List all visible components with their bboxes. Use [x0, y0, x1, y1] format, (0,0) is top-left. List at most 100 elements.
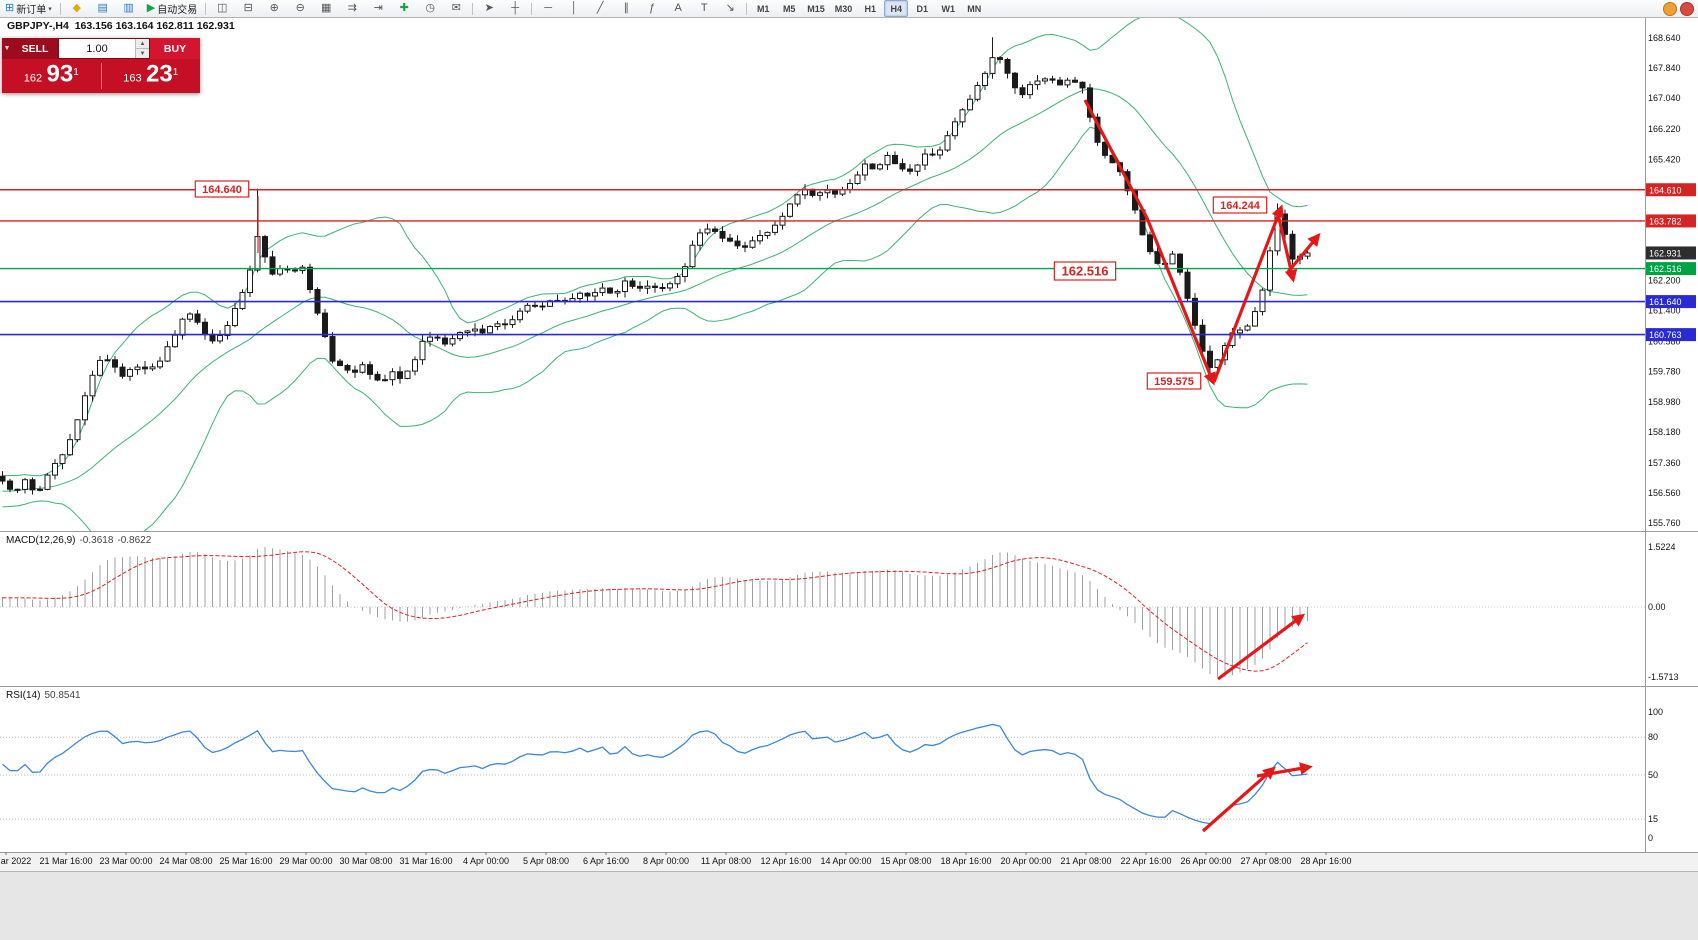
price-annotation-label: 159.575	[1154, 376, 1194, 388]
price-axis-badge	[1646, 214, 1696, 228]
add-indicator-icon-glyph: ✚	[399, 2, 409, 14]
crosshair-icon[interactable]: ┼	[503, 0, 527, 17]
grid-icon[interactable]: ▦	[314, 0, 338, 17]
price-axis-badge-label: 162.931	[1649, 248, 1682, 258]
horizontal-line-icon[interactable]: ─	[536, 0, 560, 17]
news-icon[interactable]	[1663, 2, 1677, 16]
timeframe-d1-button-label: D1	[916, 3, 928, 14]
timeframe-w1-button[interactable]: W1	[936, 0, 960, 17]
macd-trend-arrow[interactable]	[1217, 613, 1306, 681]
trend-arrow[interactable]	[1286, 233, 1321, 274]
new-order-button[interactable]: ⊞ 新订单 ▾	[1, 0, 56, 17]
trendline-icon[interactable]: ╱	[588, 0, 612, 17]
text-icon[interactable]: A	[666, 0, 690, 17]
macd-indicator-title: MACD(12,26,9) -0.3618 -0.8622	[6, 535, 151, 546]
market-watch-icon-glyph: ▤	[97, 2, 108, 14]
vertical-line-icon[interactable]: │	[562, 0, 586, 17]
one-click-collapse-icon[interactable]: ▼	[2, 38, 12, 59]
price-axis-badge	[1646, 328, 1696, 342]
channel-icon[interactable]: ∥	[614, 0, 638, 17]
timeframe-mn-button-label: MN	[967, 3, 982, 14]
price-annotation-box[interactable]	[1212, 196, 1268, 214]
arrow-object-icon-glyph: ↘	[725, 2, 735, 14]
chart-canvas: 168.640 167.840 167.040 166.220 165.420 162.2…	[0, 17, 1698, 872]
cursor-icon[interactable]: ➤	[477, 0, 501, 17]
add-indicator-icon[interactable]: ✚	[392, 0, 416, 17]
timeframe-m15-button[interactable]: M15	[803, 0, 829, 17]
tile-windows-icon[interactable]: ◫	[210, 0, 234, 17]
price-annotation-box[interactable]	[1053, 261, 1117, 281]
macd-pane[interactable]	[0, 531, 1645, 686]
timeframe-h1-button[interactable]: H1	[858, 0, 882, 17]
price-annotation-label: 164.244	[1220, 200, 1261, 212]
rsi-trend-arrow[interactable]	[1256, 762, 1313, 778]
arrow-object-icon[interactable]: ↘	[718, 0, 742, 17]
price-axis-badge	[1646, 183, 1696, 197]
price-axis[interactable]	[1645, 17, 1698, 852]
zoom-in-icon[interactable]: ⊕	[262, 0, 286, 17]
time-axis-label: 29 Mar 00:00	[279, 856, 332, 866]
toolbar-separator	[472, 2, 474, 15]
buy-price-display[interactable]: 163 231	[123, 60, 179, 88]
mql5-market-icon[interactable]: ◆	[65, 0, 89, 17]
toolbar-right-icons	[1663, 2, 1694, 16]
trend-arrow[interactable]	[1083, 99, 1216, 386]
volume-input[interactable]	[59, 39, 135, 58]
timeframe-w1-button-label: W1	[941, 3, 955, 14]
mail-icon[interactable]: ✉	[444, 0, 468, 17]
macd-signal-line	[2, 551, 1308, 672]
volume-increment-button[interactable]: ▲	[136, 39, 149, 49]
period-clock-icon[interactable]: ◷	[418, 0, 442, 17]
trend-arrow[interactable]	[1212, 204, 1284, 383]
timeframe-mn-button[interactable]: MN	[962, 0, 986, 17]
sell-button[interactable]: SELL	[12, 38, 58, 59]
fibonacci-icon[interactable]: ƒ	[640, 0, 664, 17]
chart-title: GBPJPY-,H4 163.156 163.164 162.811 162.9…	[7, 20, 235, 32]
chevron-down-icon: ▾	[48, 5, 52, 13]
autotrading-button[interactable]: ▶ 自动交易	[143, 0, 201, 17]
autotrading-glyph: ▶	[146, 2, 156, 14]
label-icon[interactable]: T	[692, 0, 716, 17]
community-icon[interactable]	[1680, 2, 1694, 16]
timeframe-m1-button[interactable]: M1	[751, 0, 775, 17]
timeframe-m30-button[interactable]: M30	[831, 0, 857, 17]
macd-series	[0, 547, 1645, 677]
price-annotation-box[interactable]	[1146, 372, 1202, 390]
timeframe-h4-button[interactable]: H4	[884, 0, 909, 17]
time-axis[interactable]	[0, 852, 1698, 872]
zoom-out-icon[interactable]: ⊖	[288, 0, 312, 17]
time-axis-label: 28 Apr 16:00	[1300, 856, 1351, 866]
timeframe-d1-button[interactable]: D1	[910, 0, 934, 17]
timeframe-m15-button-label: M15	[807, 3, 825, 14]
autotrading-button-label: 自动交易	[157, 5, 198, 16]
zoom-in-icon-glyph: ⊕	[269, 2, 279, 14]
rsi-trend-arrow[interactable]	[1201, 766, 1276, 833]
rsi-pane[interactable]	[0, 686, 1645, 852]
price-axis-badge-label: 164.610	[1649, 185, 1682, 195]
sell-price-display[interactable]: 162 931	[23, 60, 79, 88]
time-axis-label: 20 Apr 00:00	[1000, 856, 1051, 866]
mail-icon-glyph: ✉	[451, 2, 461, 14]
price-tick-label: 156.560	[1648, 488, 1681, 498]
price-axis-badge	[1646, 246, 1696, 260]
toolbar-separator	[59, 2, 61, 15]
market-watch-icon[interactable]: ▤	[91, 0, 115, 17]
cascade-windows-icon[interactable]: ⊟	[236, 0, 260, 17]
buy-button[interactable]: BUY	[150, 38, 200, 59]
price-tick-label: 162.200	[1648, 276, 1681, 286]
zoom-out-icon-glyph: ⊖	[295, 2, 305, 14]
terminal-icon[interactable]: ▥	[117, 0, 141, 17]
timeframe-h4-button-label: H4	[890, 3, 902, 14]
cascade-windows-icon-glyph: ⊟	[243, 2, 253, 14]
price-tick-label: 160.580	[1648, 337, 1681, 347]
chart-shift-icon[interactable]: ⇥	[366, 0, 390, 17]
volume-input-group: ▲ ▼	[58, 38, 150, 59]
timeframe-m5-button-label: M5	[782, 3, 796, 14]
channel-icon-glyph: ∥	[623, 2, 629, 14]
price-annotation-box[interactable]	[194, 180, 250, 198]
volume-decrement-button[interactable]: ▼	[136, 49, 149, 58]
rsi-axis-label: 100	[1648, 707, 1663, 717]
timeframe-m5-button[interactable]: M5	[777, 0, 801, 17]
auto-scroll-icon[interactable]: ⇉	[340, 0, 364, 17]
